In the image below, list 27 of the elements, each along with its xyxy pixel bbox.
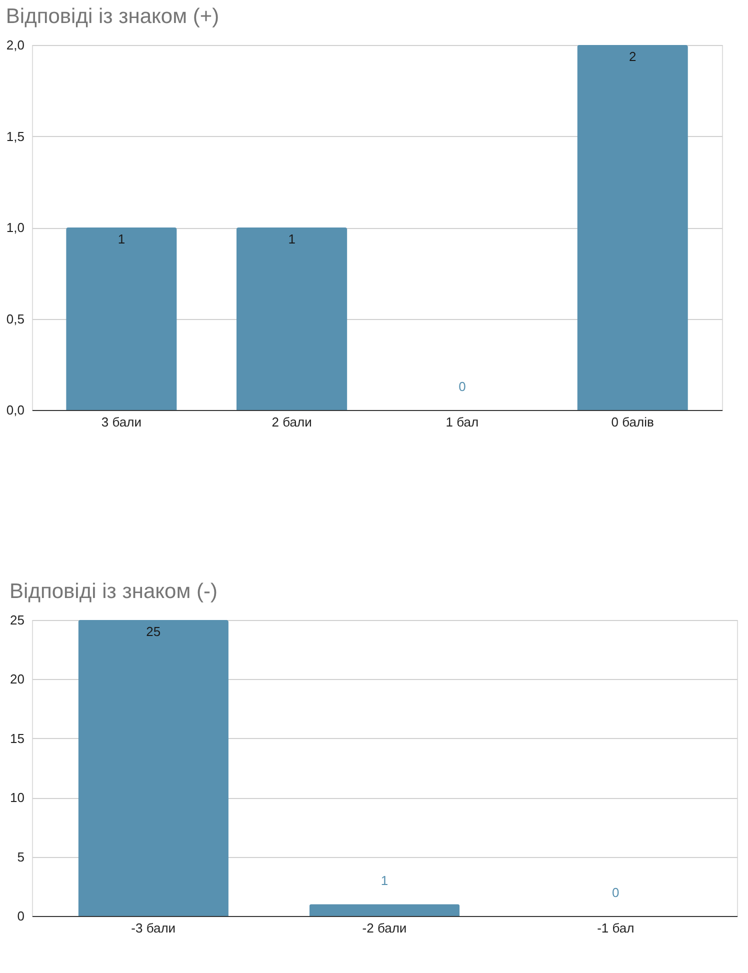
- chart-title: Відповіді із знаком (+): [6, 5, 220, 28]
- x-tick-label: -2 бали: [362, 920, 407, 936]
- y-tick-label: 25: [10, 612, 24, 628]
- data-label: 2: [628, 49, 636, 64]
- data-label: 0: [458, 379, 466, 394]
- y-tick-label: 1,0: [6, 220, 24, 235]
- y-tick-label: 0: [17, 908, 24, 924]
- y-tick-label: 0,5: [6, 311, 24, 326]
- x-tick-label: 0 балів: [611, 414, 654, 430]
- x-tick-label: -3 бали: [131, 920, 176, 936]
- data-label: 1: [380, 873, 388, 888]
- y-tick-label: 10: [10, 790, 24, 806]
- data-label: 1: [288, 232, 296, 246]
- data-label: 1: [118, 232, 126, 246]
- x-tick-label: -1 бал: [597, 920, 634, 936]
- chart-title: Відповіді із знаком (-): [10, 580, 218, 603]
- x-tick-label: 1 бал: [446, 414, 479, 430]
- x-tick-label: 3 бали: [101, 414, 142, 430]
- y-tick-label: 0,0: [6, 402, 24, 418]
- x-tick-label: 2 бали: [272, 414, 312, 430]
- y-tick-label: 5: [17, 849, 24, 864]
- y-tick-label: 2,0: [6, 38, 24, 52]
- y-tick-label: 20: [10, 672, 24, 687]
- y-tick-label: 15: [10, 730, 24, 746]
- data-label: 25: [146, 624, 161, 639]
- data-label: 0: [612, 885, 620, 900]
- y-tick-label: 1,5: [6, 128, 24, 144]
